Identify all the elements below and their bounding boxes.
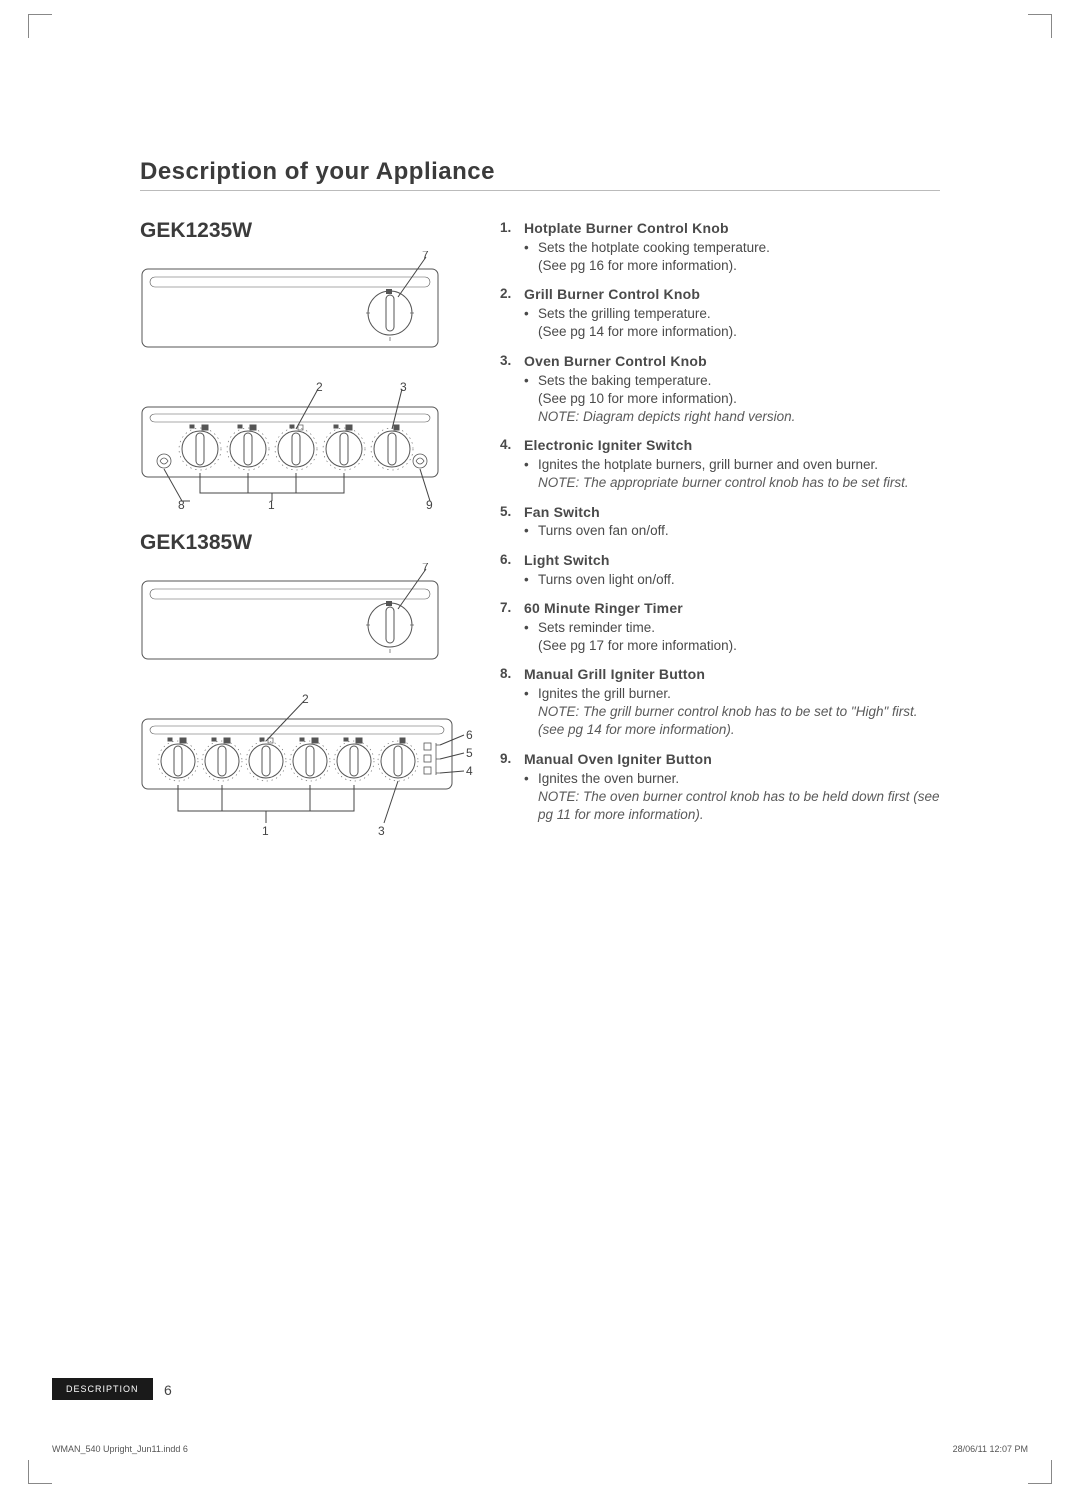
legend-number: 8. — [500, 665, 524, 740]
footer-filename: WMAN_540 Upright_Jun11.indd 6 — [52, 1444, 188, 1454]
legend-title: Fan Switch — [524, 503, 940, 522]
svg-text:8: 8 — [178, 498, 185, 511]
legend-title: Oven Burner Control Knob — [524, 352, 940, 371]
legend-number: 2. — [500, 285, 524, 341]
legend-title: Manual Oven Igniter Button — [524, 750, 940, 769]
diagrams-column: GEK1235W — [140, 219, 460, 863]
legend-ref: (See pg 10 for more information). — [538, 391, 737, 406]
svg-text:2: 2 — [316, 381, 323, 394]
legend-text: Turns oven light on/off. — [538, 572, 675, 587]
legend-title: Electronic Igniter Switch — [524, 436, 940, 455]
legend-text: Ignites the hotplate burners, grill burn… — [538, 457, 878, 472]
legend-number: 7. — [500, 599, 524, 655]
diagram-gek1385w-timer: 7 — [140, 563, 460, 673]
svg-text:7: 7 — [422, 251, 429, 262]
legend-title: Manual Grill Igniter Button — [524, 665, 940, 684]
legend-ref: (See pg 14 for more information). — [538, 324, 737, 339]
legend-number: 1. — [500, 219, 524, 275]
legend-text: Ignites the oven burner. — [538, 771, 679, 786]
legend-item: 6.Light Switch•Turns oven light on/off. — [500, 551, 940, 589]
legend-title: Light Switch — [524, 551, 940, 570]
legend-note: NOTE: The oven burner control knob has t… — [538, 789, 939, 822]
legend-note: NOTE: The grill burner control knob has … — [538, 704, 918, 737]
legend-number: 5. — [500, 503, 524, 541]
legend-text: Turns oven fan on/off. — [538, 523, 669, 538]
svg-text:1: 1 — [268, 498, 275, 511]
legend-number: 4. — [500, 436, 524, 492]
legend-text: Sets reminder time. — [538, 620, 655, 635]
legend-number: 3. — [500, 352, 524, 427]
legend-ref: (See pg 16 for more information). — [538, 258, 737, 273]
legend-note: NOTE: The appropriate burner control kno… — [538, 475, 909, 490]
legend-title: 60 Minute Ringer Timer — [524, 599, 940, 618]
legend-item: 7.60 Minute Ringer Timer•Sets reminder t… — [500, 599, 940, 655]
page-heading: Description of your Appliance — [140, 158, 940, 191]
legend-item: 1.Hotplate Burner Control Knob•Sets the … — [500, 219, 940, 275]
legend-text: Sets the baking temperature. — [538, 373, 711, 388]
footer-datetime: 28/06/11 12:07 PM — [953, 1444, 1028, 1454]
legend-number: 6. — [500, 551, 524, 589]
legend-text: Sets the hotplate cooking temperature. — [538, 240, 770, 255]
svg-text:9: 9 — [426, 498, 433, 511]
model-label-2: GEK1385W — [140, 531, 460, 555]
svg-text:5: 5 — [466, 746, 473, 760]
legend-title: Grill Burner Control Knob — [524, 285, 940, 304]
legend-item: 5.Fan Switch•Turns oven fan on/off. — [500, 503, 940, 541]
svg-text:3: 3 — [378, 824, 385, 838]
legend-item: 9.Manual Oven Igniter Button•Ignites the… — [500, 750, 940, 825]
diagram-gek1385w-panel: 2 6 5 4 1 3 — [140, 693, 460, 843]
legend-item: 3.Oven Burner Control Knob•Sets the baki… — [500, 352, 940, 427]
svg-text:3: 3 — [400, 381, 407, 394]
page-number: 6 — [164, 1382, 172, 1398]
model-label-1: GEK1235W — [140, 219, 460, 243]
legend-item: 2.Grill Burner Control Knob•Sets the gri… — [500, 285, 940, 341]
legend-text: Sets the grilling temperature. — [538, 306, 711, 321]
svg-text:7: 7 — [422, 563, 429, 574]
legend-note: NOTE: Diagram depicts right hand version… — [538, 409, 795, 424]
legend-title: Hotplate Burner Control Knob — [524, 219, 940, 238]
legend-ref: (See pg 17 for more information). — [538, 638, 737, 653]
diagram-gek1235w-panel: 2 3 8 1 9 — [140, 381, 460, 511]
svg-text:1: 1 — [262, 824, 269, 838]
controls-legend: 1.Hotplate Burner Control Knob•Sets the … — [500, 219, 940, 863]
svg-text:6: 6 — [466, 728, 473, 742]
svg-text:2: 2 — [302, 693, 309, 706]
legend-item: 8.Manual Grill Igniter Button•Ignites th… — [500, 665, 940, 740]
footer-section-tab: DESCRIPTION — [52, 1378, 153, 1400]
svg-text:4: 4 — [466, 764, 473, 778]
legend-number: 9. — [500, 750, 524, 825]
legend-text: Ignites the grill burner. — [538, 686, 671, 701]
diagram-gek1235w-timer: 7 — [140, 251, 460, 361]
legend-item: 4.Electronic Igniter Switch•Ignites the … — [500, 436, 940, 492]
